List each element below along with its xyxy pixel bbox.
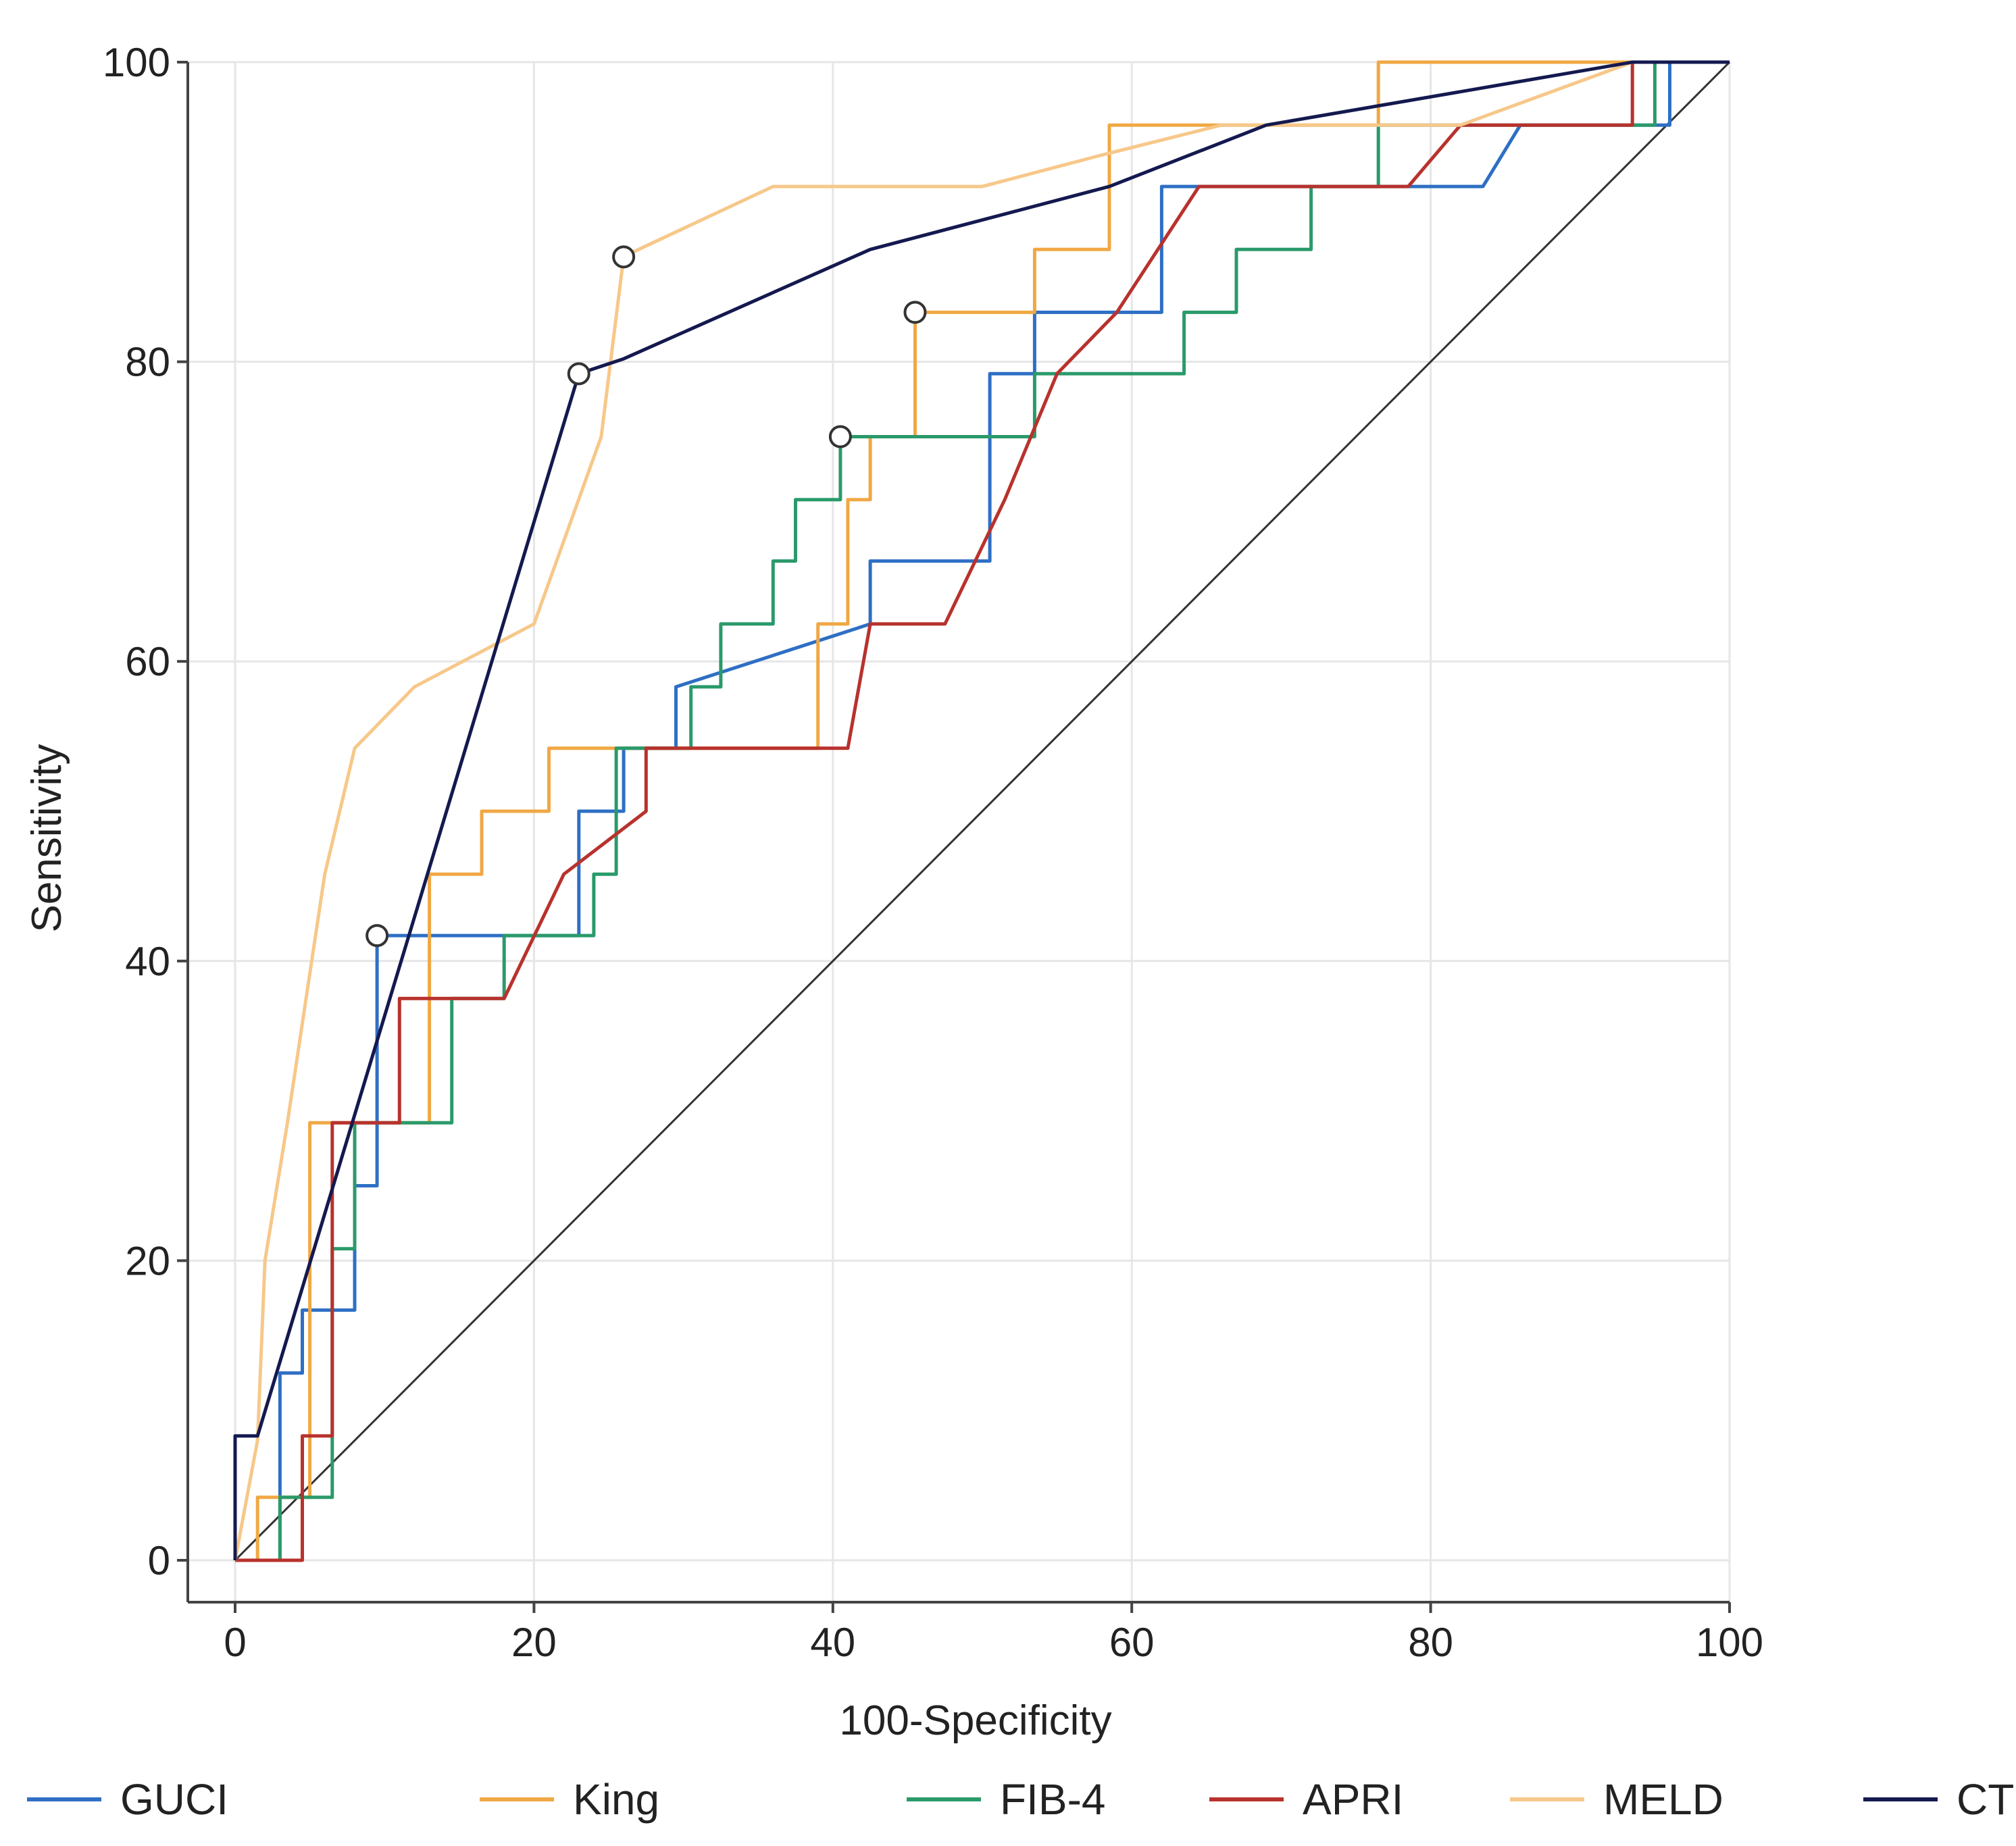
legend-label-meld: MELD	[1603, 1775, 1723, 1824]
roc-curves	[233, 60, 1730, 1562]
y-tick-label-4: 80	[125, 340, 170, 385]
legend-label-fib-4: FIB-4	[1000, 1775, 1105, 1824]
optimal-point-king	[903, 301, 927, 324]
x-axis-title: 100-Specificity	[839, 1697, 1111, 1744]
legend-label-guci: GUCI	[120, 1775, 228, 1824]
reference-diagonal	[234, 61, 1731, 1562]
x-tick-label-1: 20	[511, 1620, 557, 1665]
x-tick-label-4: 80	[1408, 1620, 1453, 1665]
optimal-point-guci	[366, 924, 389, 948]
x-tick-label-2: 40	[810, 1620, 855, 1665]
axes	[186, 62, 1730, 1604]
tick-labels: 0 20 40 60 80 100 0 20 40 60 80 100	[103, 40, 1763, 1665]
y-axis-title: Sensitivity	[24, 744, 70, 932]
optimal-point-fib-4	[828, 425, 852, 448]
y-tick-label-3: 60	[125, 639, 170, 684]
legend: GUCI King FIB-4 APRI MELD CTP	[27, 1775, 2016, 1824]
x-tick-label-3: 60	[1109, 1620, 1155, 1665]
optimal-cutoff-points	[366, 245, 927, 948]
roc-curve-meld	[233, 60, 1730, 1561]
x-tick-label-5: 100	[1696, 1620, 1763, 1665]
y-tick-label-5: 100	[103, 40, 170, 85]
legend-label-ctp: CTP	[1957, 1775, 2016, 1824]
roc-curve-ctp	[233, 60, 1730, 1560]
y-tick-label-2: 40	[125, 939, 170, 984]
legend-label-king: King	[573, 1775, 659, 1824]
roc-curve-apri	[235, 60, 1730, 1562]
optimal-point-meld	[612, 245, 636, 269]
y-tick-label-1: 20	[125, 1238, 170, 1283]
grid-lines	[188, 61, 1731, 1602]
x-tick-label-0: 0	[224, 1620, 246, 1665]
y-tick-label-0: 0	[148, 1538, 170, 1583]
optimal-point-ctp	[567, 362, 590, 386]
roc-curve-king	[235, 60, 1730, 1562]
legend-label-apri: APRI	[1303, 1775, 1403, 1824]
